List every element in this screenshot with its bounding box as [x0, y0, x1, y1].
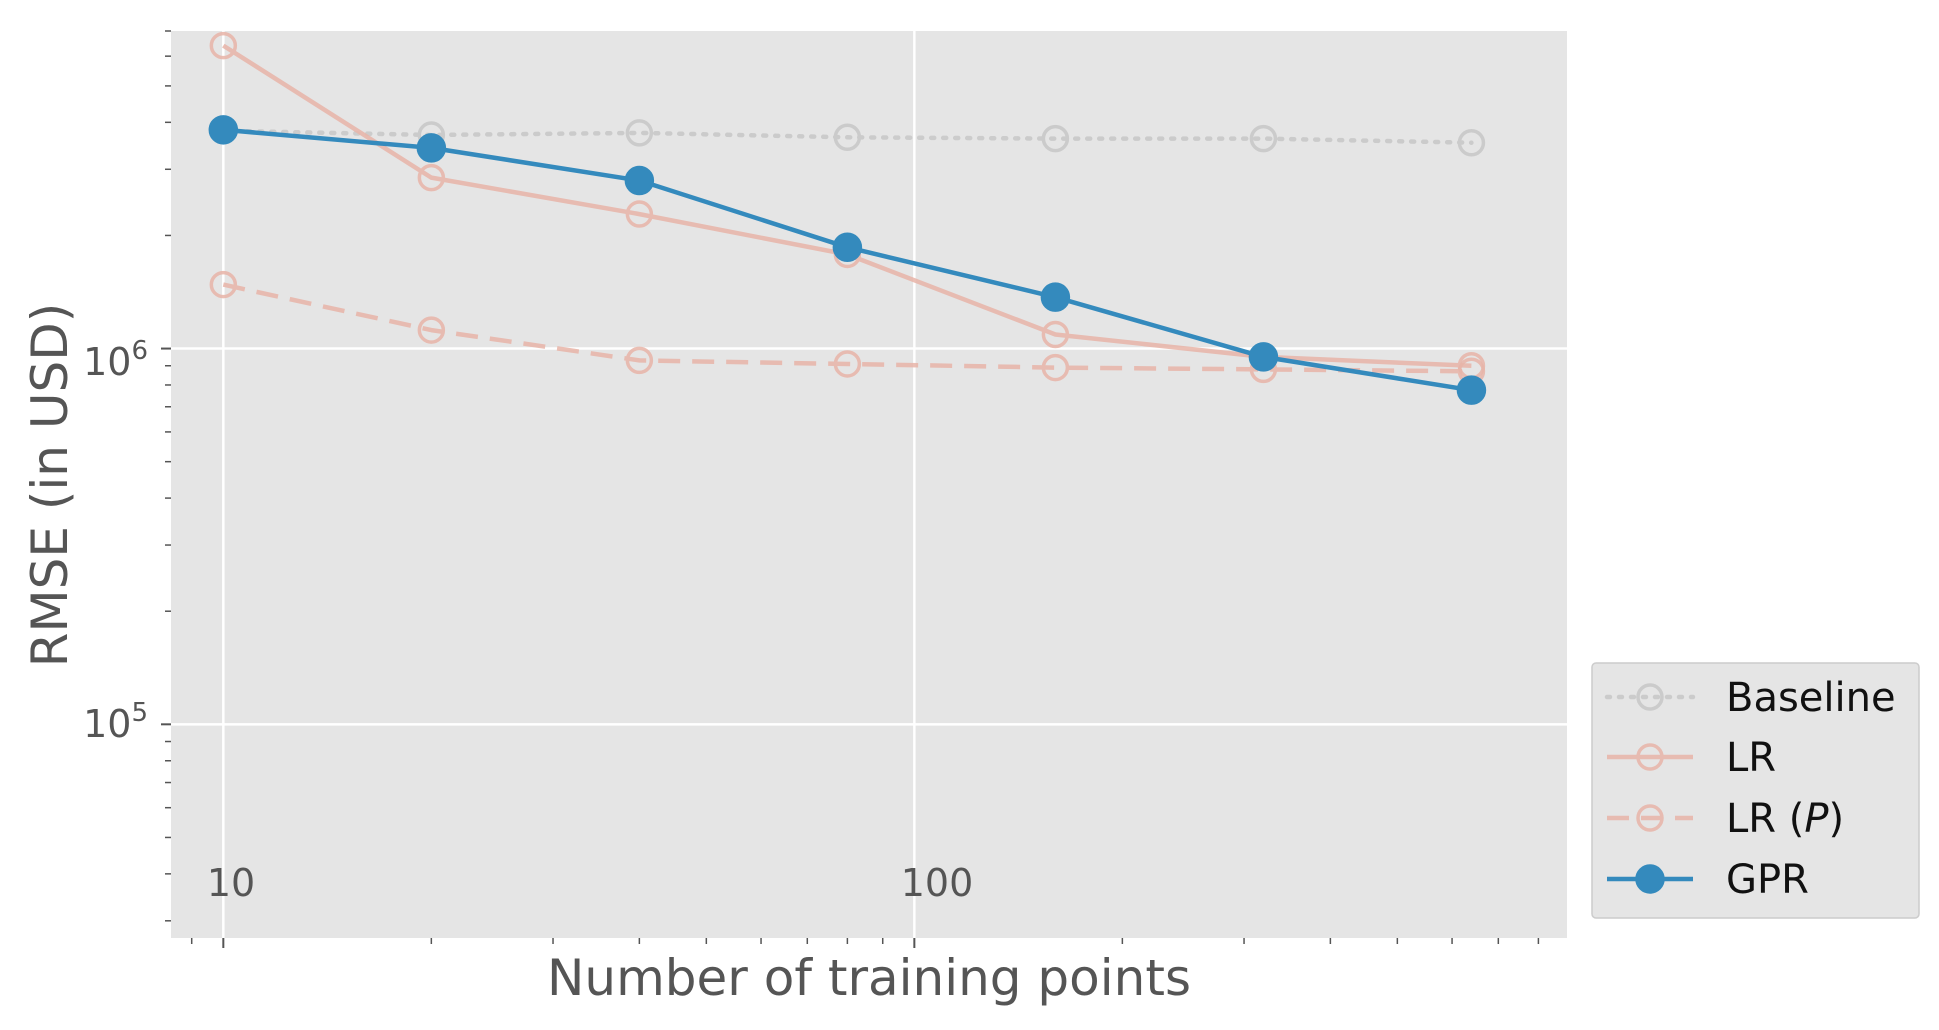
- series-line-lr-p: [222, 282, 1472, 374]
- series-layer: [208, 31, 1487, 405]
- x-axis-label: Number of training points: [547, 949, 1191, 1007]
- series-lr-p: [209, 270, 1486, 386]
- legend-box: [1591, 662, 1920, 919]
- data-point-gpr: [1456, 375, 1487, 405]
- data-point-baseline: [1041, 124, 1070, 153]
- data-point-gpr: [1040, 282, 1071, 312]
- data-point-gpr: [832, 232, 863, 263]
- y-tick-label-1e5: 105: [83, 698, 148, 746]
- series-gpr: [208, 115, 1487, 405]
- legend-swatch-lr-p: [1607, 804, 1693, 832]
- data-point-lr-p: [417, 316, 446, 344]
- data-point-baseline: [1457, 128, 1486, 157]
- data-point-lr-p: [833, 350, 862, 378]
- legend-marker: [1636, 743, 1664, 771]
- data-point-lr: [209, 31, 238, 60]
- minor-ticks: [161, 30, 1540, 948]
- legend-label-baseline: Baseline: [1726, 675, 1896, 721]
- x-tick-label-100: 100: [901, 861, 974, 905]
- data-point-baseline: [833, 123, 862, 152]
- x-tick-label-10: 10: [207, 861, 255, 905]
- data-point-lr: [417, 163, 446, 192]
- data-point-lr-p: [1041, 353, 1070, 382]
- data-point-gpr: [624, 165, 655, 196]
- y-axis-label: RMSE (in USD): [21, 303, 79, 667]
- legend-swatches: [1604, 683, 1696, 894]
- data-point-baseline: [1249, 124, 1278, 153]
- grid: [171, 31, 1567, 938]
- y-tick-label-1e6: 106: [83, 336, 148, 384]
- data-point-gpr: [1248, 342, 1279, 372]
- data-point-gpr: [208, 115, 239, 145]
- data-point-lr: [625, 200, 654, 228]
- legend-label-gpr: GPR: [1726, 857, 1809, 903]
- legend-label-lr: LR: [1726, 735, 1776, 781]
- legend-marker: [1635, 864, 1665, 894]
- legend-label-lr-p: LR (P): [1726, 796, 1844, 842]
- plot-area: [171, 31, 1567, 938]
- legend-swatch-lr: [1607, 743, 1693, 771]
- legend: Baseline LR LR (P) GPR: [1591, 662, 1920, 919]
- legend-marker: [1636, 804, 1664, 832]
- legend-swatch-gpr: [1607, 864, 1693, 894]
- data-point-lr: [1041, 320, 1070, 349]
- data-point-baseline: [625, 119, 654, 147]
- data-point-lr-p: [625, 346, 654, 375]
- data-point-gpr: [416, 133, 447, 163]
- data-point-lr-p: [209, 270, 238, 299]
- legend-swatch-baseline: [1604, 683, 1696, 711]
- legend-marker: [1636, 683, 1664, 711]
